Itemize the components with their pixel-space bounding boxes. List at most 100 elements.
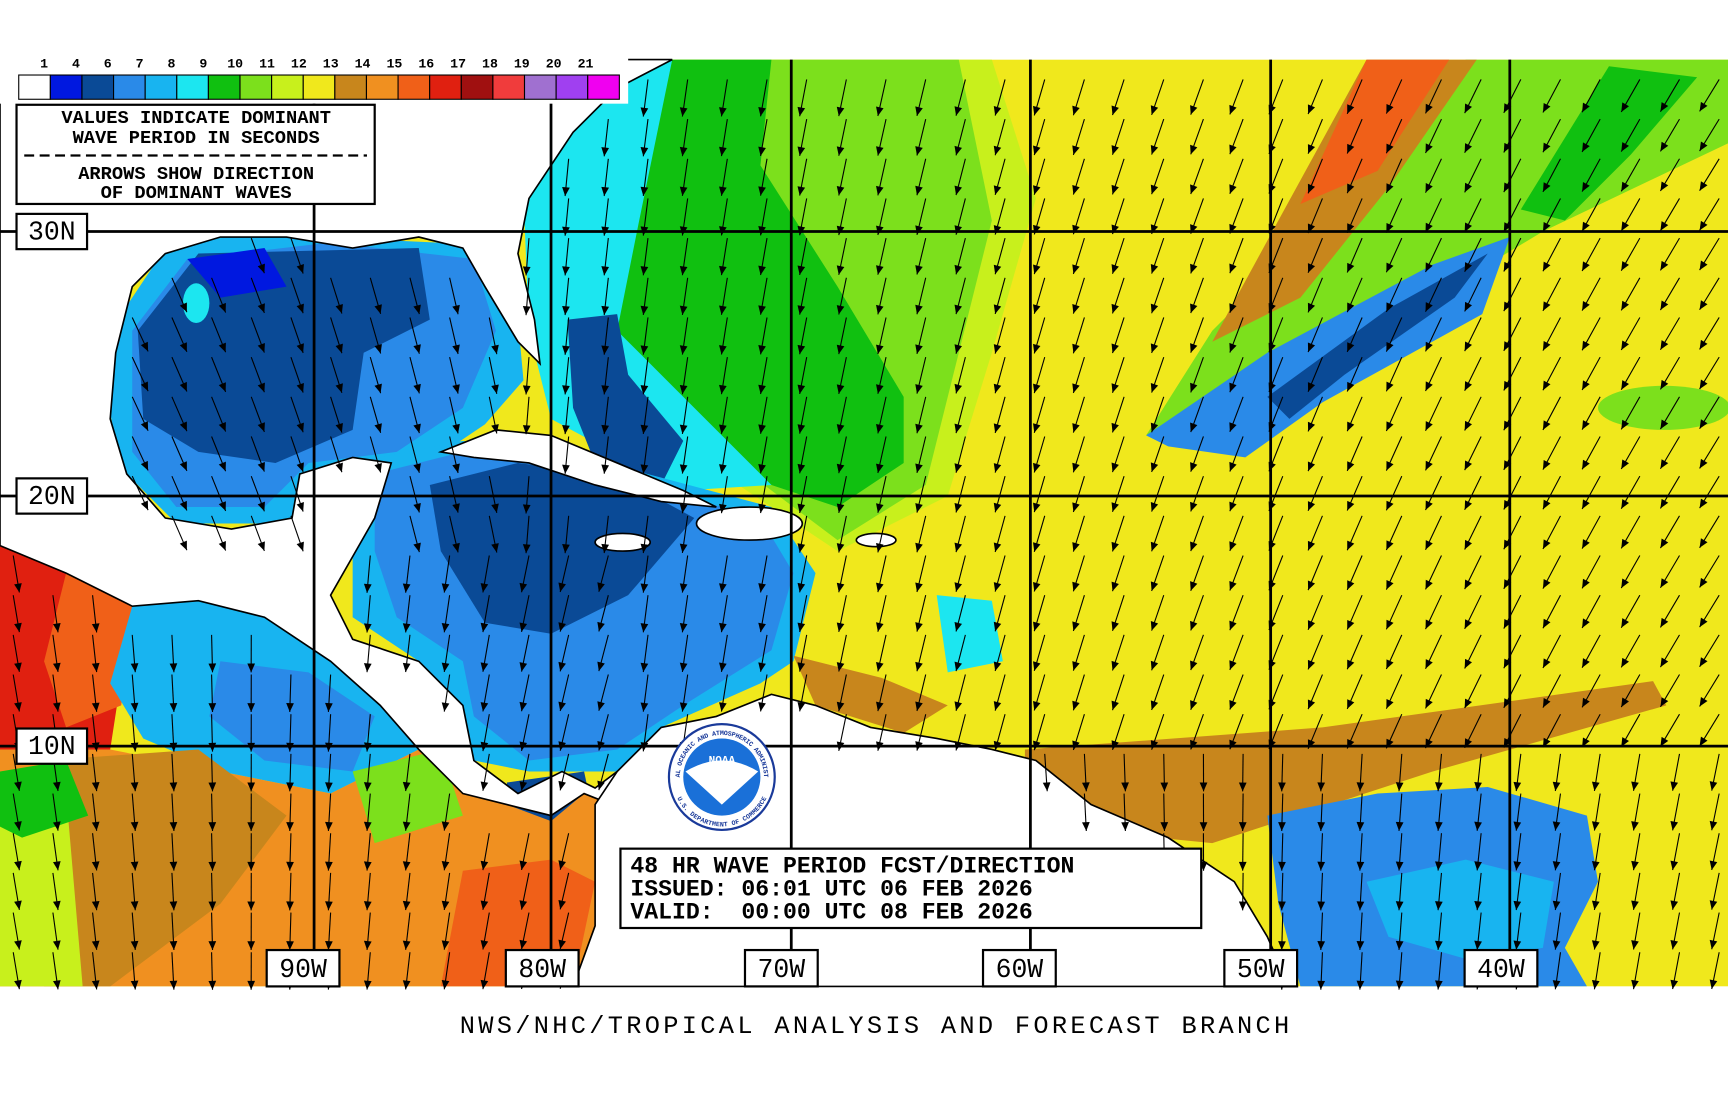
arrow-head — [1111, 264, 1119, 274]
arrow-head — [836, 543, 845, 553]
arrow-head — [1542, 499, 1551, 510]
arrow-head — [1229, 739, 1237, 750]
arrow-head — [1699, 736, 1708, 747]
arrow-head — [1621, 102, 1629, 112]
arrow-head — [208, 703, 217, 712]
arrow-head — [522, 425, 531, 435]
arrow-head — [1033, 304, 1041, 314]
arrow-head — [1503, 618, 1512, 629]
arrow-head — [325, 940, 333, 950]
arrow-head — [1111, 224, 1119, 235]
arrow-head — [1513, 940, 1522, 950]
legend-swatch — [271, 74, 304, 100]
arrow-head — [1190, 382, 1198, 393]
arrow-head — [876, 542, 884, 553]
arrow-head — [1033, 581, 1041, 592]
arrow-head — [1229, 303, 1237, 313]
arrow-head — [1699, 498, 1708, 509]
arrow-head — [915, 463, 923, 473]
arrow-head — [954, 225, 962, 235]
coordinate-labels: 30N 20N 10N 90W 80W 70W 60W 50W 40W — [15, 212, 1539, 988]
arrow-head — [402, 821, 411, 831]
arrow-head — [1464, 103, 1473, 114]
arrow-head — [208, 822, 217, 832]
arrow-head — [522, 544, 531, 554]
legend-label: 13 — [323, 57, 339, 72]
arrow-head — [413, 463, 421, 473]
arrow-head — [1111, 105, 1119, 116]
arrow-head — [1542, 142, 1551, 153]
arrow-head — [325, 901, 333, 911]
arrow-head — [1425, 619, 1433, 630]
arrow-head — [562, 226, 570, 236]
arrow-head — [1464, 381, 1473, 391]
arrow-head — [954, 701, 962, 711]
arrow-head — [1542, 539, 1551, 549]
arrow-head — [1278, 901, 1286, 911]
arrow-head — [91, 702, 100, 712]
arrow-head — [558, 780, 566, 791]
arrow-head — [679, 464, 688, 474]
arrow-head — [296, 343, 304, 353]
arrow-head — [1229, 660, 1237, 670]
arrow-head — [1631, 860, 1639, 871]
arrow-head — [1542, 420, 1551, 430]
arrow-head — [679, 305, 688, 315]
arrow-head — [1425, 262, 1433, 273]
arrow-head — [413, 344, 421, 354]
info-text: ARROWS SHOW DIRECTION — [78, 163, 314, 185]
arrow-head — [640, 702, 649, 712]
arrow-head — [1542, 737, 1551, 748]
arrow-head — [14, 821, 22, 831]
forecast-text: VALID: 00:00 UTC 08 FEB 2026 — [630, 900, 1032, 926]
arrow-head — [1709, 820, 1718, 831]
arrow-head — [1317, 822, 1326, 831]
arrow-head — [1268, 422, 1276, 432]
arrow-head — [1268, 342, 1276, 353]
arrow-head — [797, 503, 806, 513]
arrow-head — [1307, 580, 1316, 591]
arrow-head — [1670, 900, 1679, 910]
arrow-head — [1307, 620, 1316, 630]
region — [44, 749, 287, 987]
arrow-head — [915, 582, 923, 592]
arrow-head — [758, 345, 766, 355]
arrow-head — [247, 663, 256, 673]
arrow-head — [1356, 940, 1365, 950]
arrow-head — [296, 382, 304, 393]
logo-text: NOAA — [709, 755, 736, 767]
footer: NWS/NHC/TROPICAL ANALYSIS AND FORECAST B… — [460, 1012, 1293, 1041]
arrow-head — [1425, 738, 1433, 749]
arrow-head — [1474, 821, 1482, 831]
arrow-head — [640, 464, 649, 474]
arrow-head — [441, 662, 450, 672]
arrow-head — [1150, 144, 1159, 155]
arrow-head — [1268, 541, 1276, 551]
arrow-head — [601, 345, 610, 355]
arrow-head — [1082, 821, 1090, 831]
arrow-head — [679, 424, 688, 434]
arrow-head — [402, 623, 411, 633]
arrow-head — [1631, 900, 1639, 910]
arrow-head — [993, 463, 1002, 473]
arrow-head — [719, 345, 727, 355]
arrow-head — [1542, 221, 1551, 232]
legend-swatch — [113, 74, 146, 100]
arrow-head — [374, 383, 382, 394]
arrow-head — [1425, 540, 1433, 550]
arrow-head — [1033, 700, 1041, 711]
arrow-head — [363, 623, 372, 633]
arrow-head — [1395, 940, 1404, 950]
legend-swatch — [302, 74, 336, 100]
arrow-head — [130, 663, 139, 673]
arrow-head — [480, 702, 489, 712]
arrow-head — [1552, 980, 1561, 990]
arrow-head — [247, 861, 256, 871]
arrow-head — [1660, 498, 1669, 509]
arrow-head — [1386, 302, 1394, 312]
arrow-head — [1591, 900, 1600, 910]
legend-swatch — [397, 74, 431, 100]
arrow-head — [335, 422, 343, 433]
arrow-head — [169, 901, 178, 911]
